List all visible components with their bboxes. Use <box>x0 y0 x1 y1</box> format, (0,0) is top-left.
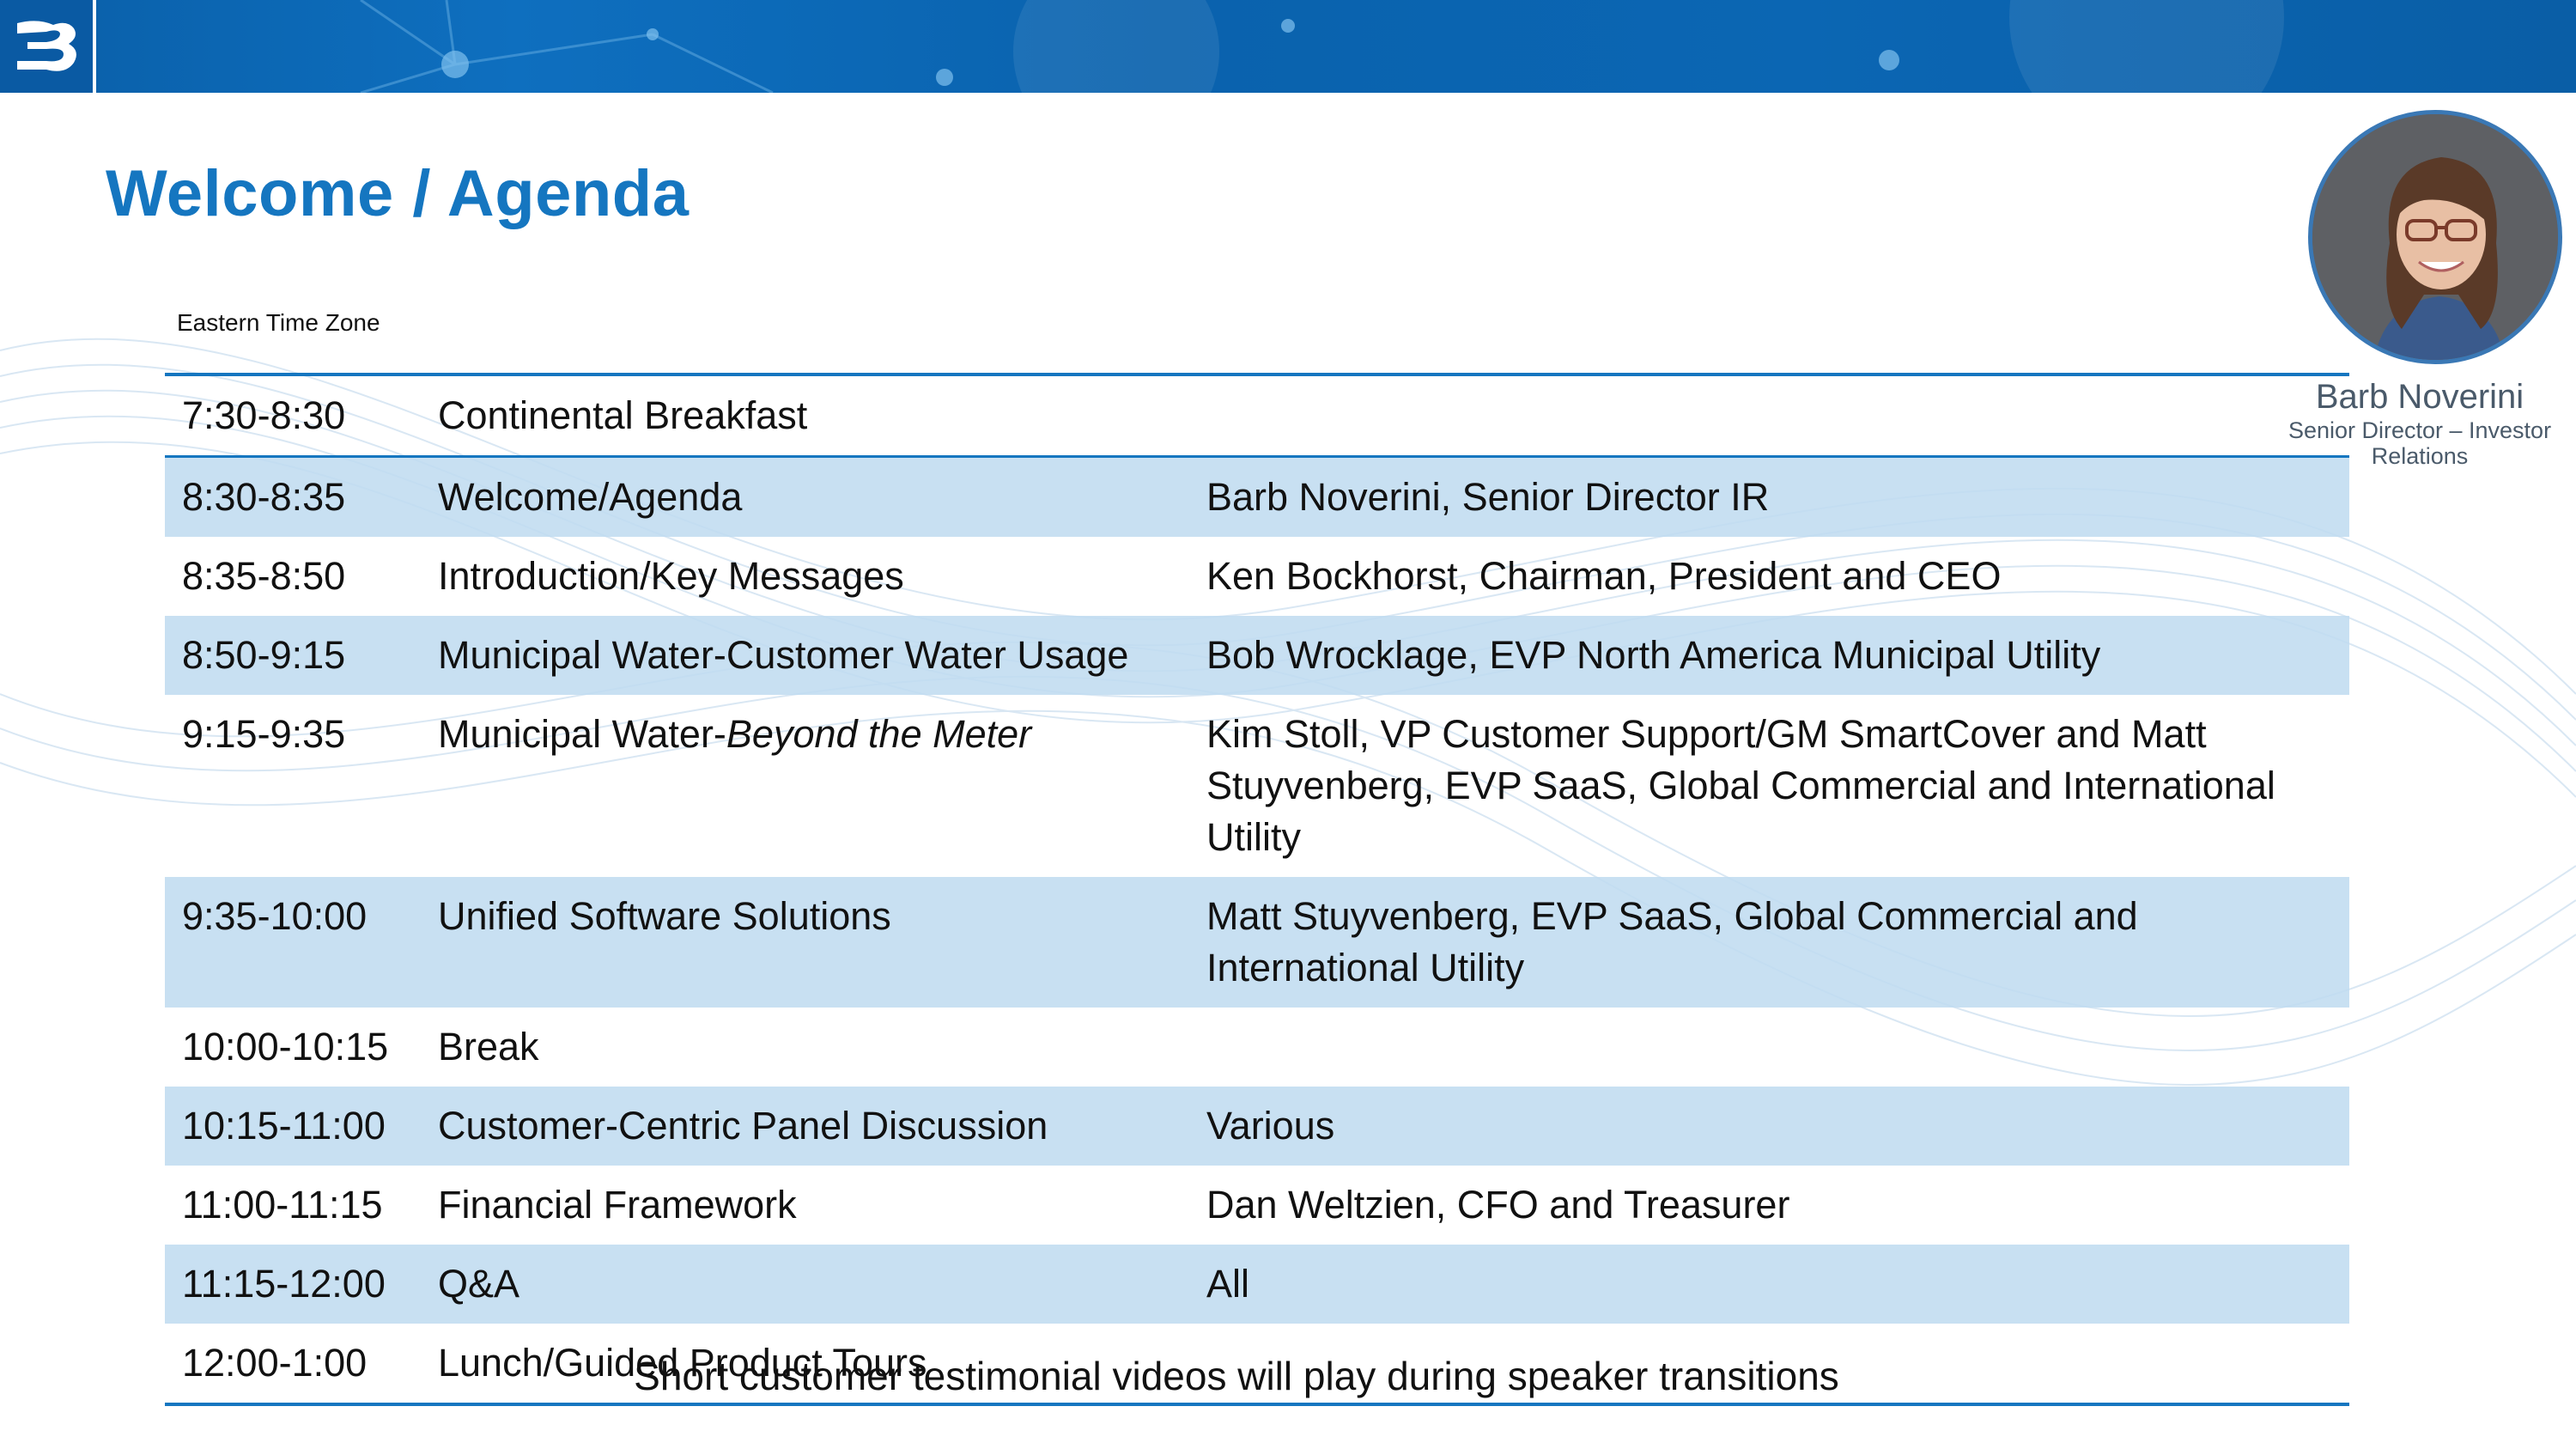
presenter-role: Senior Director – Investor Relations <box>2287 417 2552 469</box>
agenda-topic-italic: Beyond the Meter <box>726 712 1032 756</box>
agenda-time: 7:30-8:30 <box>182 393 346 437</box>
table-row: 8:35-8:50 Introduction/Key Messages Ken … <box>165 537 2349 616</box>
table-row: 11:00-11:15 Financial Framework Dan Welt… <box>165 1166 2349 1245</box>
agenda-time: 11:00-11:15 <box>182 1183 383 1227</box>
agenda-topic: Lunch/Guided Product Tours <box>438 1341 927 1385</box>
agenda-topic: Financial Framework <box>438 1183 797 1227</box>
table-row: 8:30-8:35 Welcome/Agenda Barb Noverini, … <box>165 458 2349 537</box>
table-row: 10:00-10:15 Break <box>165 1008 2349 1087</box>
agenda-time: 8:30-8:35 <box>182 475 346 519</box>
agenda-time: 9:35-10:00 <box>182 894 368 938</box>
agenda-time: 11:15-12:00 <box>182 1262 386 1306</box>
agenda-topic: Municipal Water-Customer Water Usage <box>438 633 1129 677</box>
timezone-label: Eastern Time Zone <box>177 309 380 336</box>
agenda-time: 8:35-8:50 <box>182 554 346 598</box>
agenda-speaker: All <box>1206 1262 1250 1306</box>
footer-note: Short customer testimonial videos will p… <box>634 1354 1839 1398</box>
table-row: 9:15-9:35 Municipal Water-Beyond the Met… <box>165 695 2349 877</box>
table-row: 8:50-9:15 Municipal Water-Customer Water… <box>165 616 2349 695</box>
agenda-table: 7:30-8:30 Continental Breakfast 8:30-8:3… <box>165 373 2349 1406</box>
presenter-portrait <box>2308 110 2562 364</box>
table-row: 7:30-8:30 Continental Breakfast <box>165 376 2349 458</box>
agenda-speaker: Bob Wrocklage, EVP North America Municip… <box>1206 633 2101 677</box>
table-row: 9:35-10:00 Unified Software Solutions Ma… <box>165 877 2349 1008</box>
header-banner <box>0 0 2576 93</box>
agenda-time: 10:00-10:15 <box>182 1025 389 1068</box>
agenda-speaker: Matt Stuyvenberg, EVP SaaS, Global Comme… <box>1206 894 2138 989</box>
agenda-speaker: Ken Bockhorst, Chairman, President and C… <box>1206 554 2002 598</box>
agenda-time: 9:15-9:35 <box>182 712 346 756</box>
agenda-topic: Break <box>438 1025 539 1068</box>
table-row: 10:15-11:00 Customer-Centric Panel Discu… <box>165 1087 2349 1166</box>
agenda-speaker: Dan Weltzien, CFO and Treasurer <box>1206 1183 1790 1227</box>
table-row: 12:00-1:00 Lunch/Guided Product Tours <box>165 1324 2349 1403</box>
badger-meter-b-logo-icon <box>0 0 96 93</box>
agenda-topic: Welcome/Agenda <box>438 475 743 519</box>
agenda-topic: Continental Breakfast <box>438 393 808 437</box>
network-pattern <box>360 0 2284 93</box>
agenda-topic: Municipal Water-Beyond the Meter <box>438 709 1206 760</box>
agenda-speaker: Barb Noverini, Senior Director IR <box>1206 475 1770 519</box>
agenda-speaker: Kim Stoll, VP Customer Support/GM SmartC… <box>1206 712 2275 859</box>
agenda-time: 8:50-9:15 <box>182 633 346 677</box>
agenda-speaker: Various <box>1206 1104 1335 1148</box>
agenda-topic: Customer-Centric Panel Discussion <box>438 1104 1048 1148</box>
agenda-time: 10:15-11:00 <box>182 1104 386 1148</box>
agenda-time: 12:00-1:00 <box>182 1341 368 1385</box>
page-title: Welcome / Agenda <box>106 157 690 230</box>
agenda-topic: Q&A <box>438 1262 520 1306</box>
presenter-name: Barb Noverini <box>2315 378 2524 416</box>
table-row: 11:15-12:00 Q&A All <box>165 1245 2349 1324</box>
agenda-topic-text: Municipal Water- <box>438 712 726 756</box>
agenda-topic: Unified Software Solutions <box>438 894 891 938</box>
agenda-topic: Introduction/Key Messages <box>438 554 904 598</box>
